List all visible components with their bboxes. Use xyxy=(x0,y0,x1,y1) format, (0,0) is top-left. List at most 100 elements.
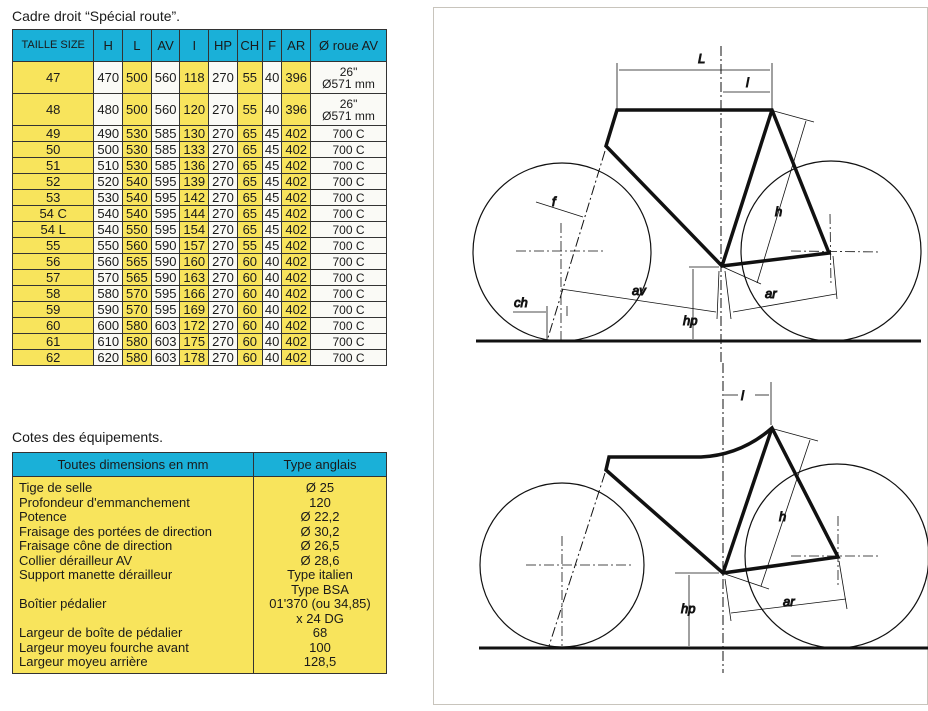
table-cell: 40 xyxy=(261,333,283,350)
equipment-value: 128,5 xyxy=(253,654,387,673)
equipment-value: Ø 28,6 xyxy=(253,553,387,568)
table-row: 62 620 580 603 178 270 60 40 402 700 C xyxy=(11,349,387,366)
equipment-name: Largeur moyeu fourche avant xyxy=(19,639,189,655)
table-cell: 62 xyxy=(11,349,95,366)
equipment-name: Fraisage cône de direction xyxy=(19,538,173,553)
equipment-value: Type BSA 01'370 (ou 34,85) x 24 DG xyxy=(253,582,387,626)
table-cell: 540 xyxy=(122,189,152,206)
table-row: Profondeur d'emmanchement 120 xyxy=(13,494,387,510)
table-cell: 40 xyxy=(261,269,283,286)
table-cell: 166 xyxy=(179,285,210,302)
equipment-name: Boîtier pédalier xyxy=(19,596,107,611)
table-cell: 402 xyxy=(281,269,312,286)
table-cell: 402 xyxy=(281,221,312,238)
table-cell: 595 xyxy=(150,221,181,238)
header-hp: HP xyxy=(208,29,238,62)
table-cell: 565 xyxy=(122,269,152,286)
table-cell: 56 xyxy=(11,253,95,270)
table-cell: 585 xyxy=(150,141,181,158)
table-cell: 60 xyxy=(236,253,263,270)
table-cell: 48 xyxy=(11,93,95,126)
label-l: l xyxy=(746,75,750,90)
table-cell: 160 xyxy=(179,253,210,270)
table-cell: 700 C xyxy=(310,269,387,286)
table-cell: 60 xyxy=(236,333,263,350)
equipment-value: Type italien xyxy=(253,567,387,583)
table-cell: 270 xyxy=(208,173,238,190)
table-cell: 142 xyxy=(179,189,210,206)
table-cell: 540 xyxy=(93,205,124,222)
table-cell: 530 xyxy=(122,125,152,142)
table-cell: 402 xyxy=(281,253,312,270)
header-av: AV xyxy=(150,29,181,62)
table-row: Fraisage cône de direction Ø 26,5 xyxy=(13,538,387,554)
table-row: 49 490 530 585 130 270 65 45 402 700 C xyxy=(11,125,387,142)
table-cell: 595 xyxy=(150,285,181,302)
table-cell: 595 xyxy=(150,301,181,318)
equipment-name: Largeur de boîte de pédalier xyxy=(19,625,183,640)
equipment-name: Potence xyxy=(19,509,67,524)
table-cell: 60 xyxy=(236,269,263,286)
table-cell: 402 xyxy=(281,173,312,190)
frame-outline xyxy=(604,108,832,268)
table-cell: 40 xyxy=(261,317,283,334)
equipment-name: Collier dérailleur AV xyxy=(19,552,133,568)
table-cell: 270 xyxy=(208,333,238,350)
label-L: L xyxy=(698,51,705,66)
equipment-name: Support manette dérailleur xyxy=(19,567,173,582)
table-cell: 402 xyxy=(281,141,312,158)
table-cell: 270 xyxy=(208,157,238,174)
equipment-value: Ø 22,2 xyxy=(253,509,387,525)
header-h: H xyxy=(93,29,124,62)
table-row: 57 570 565 590 163 270 60 40 402 700 C xyxy=(11,269,387,286)
table-cell: 58 xyxy=(11,285,95,302)
table-cell: 580 xyxy=(122,349,152,366)
table-row: 56 560 565 590 160 270 60 40 402 700 C xyxy=(11,253,387,270)
table-cell: 396 xyxy=(281,93,312,126)
table-cell: 178 xyxy=(179,349,210,366)
label-f: f xyxy=(552,194,557,209)
table-row: 61 610 580 603 175 270 60 40 402 700 C xyxy=(11,333,387,350)
table-cell: 560 xyxy=(122,237,152,254)
table-cell: 402 xyxy=(281,285,312,302)
table-cell: 700 C xyxy=(310,285,387,302)
equipment-name: Fraisage des portées de direction xyxy=(19,523,212,539)
table-cell: 118 xyxy=(179,61,210,94)
table-cell: 270 xyxy=(208,125,238,142)
table-cell: 620 xyxy=(93,349,124,366)
table-cell: 700 C xyxy=(310,253,387,270)
table-cell: 175 xyxy=(179,333,210,350)
table-cell: 270 xyxy=(208,237,238,254)
table-cell: 700 C xyxy=(310,301,387,318)
equipment-value: 100 xyxy=(253,640,387,655)
table-cell: 570 xyxy=(122,285,152,302)
table-row: 51 510 530 585 136 270 65 45 402 700 C xyxy=(11,157,387,174)
table-cell: 700 C xyxy=(310,173,387,190)
table-cell: 65 xyxy=(236,157,263,174)
table-cell: 45 xyxy=(261,157,283,174)
front-wheel xyxy=(479,482,645,648)
table-cell: 402 xyxy=(281,349,312,366)
equipment-name: Profondeur d'emmanchement xyxy=(19,494,190,510)
table-cell: 585 xyxy=(150,157,181,174)
table-cell: 54 L xyxy=(11,221,95,238)
table-cell: 133 xyxy=(179,141,210,158)
header-taille-size: TAILLE SIZE xyxy=(11,29,95,62)
equipment-name: Largeur moyeu arrière xyxy=(19,654,148,669)
table-row: Largeur moyeu arrière 128,5 xyxy=(13,654,387,673)
table-row: 48 480 500 560 120 270 55 40 396 26" Ø571 mm xyxy=(11,93,387,126)
table-cell: 550 xyxy=(122,221,152,238)
table-cell: 700 C xyxy=(310,317,387,334)
table-cell: 270 xyxy=(208,269,238,286)
table-cell: 700 C xyxy=(310,125,387,142)
table-cell: 51 xyxy=(11,157,95,174)
equip-header-dimensions: Toutes dimensions en mm xyxy=(12,452,254,477)
table-row: 59 590 570 595 169 270 60 40 402 700 C xyxy=(11,301,387,318)
table-cell: 402 xyxy=(281,301,312,318)
label-ar: ar xyxy=(765,286,777,301)
table-cell: 163 xyxy=(179,269,210,286)
table-cell: 540 xyxy=(122,173,152,190)
table-cell: 402 xyxy=(281,317,312,334)
table-cell: 57 xyxy=(11,269,95,286)
table-row: 54 L 540 550 595 154 270 65 45 402 700 C xyxy=(11,221,387,238)
